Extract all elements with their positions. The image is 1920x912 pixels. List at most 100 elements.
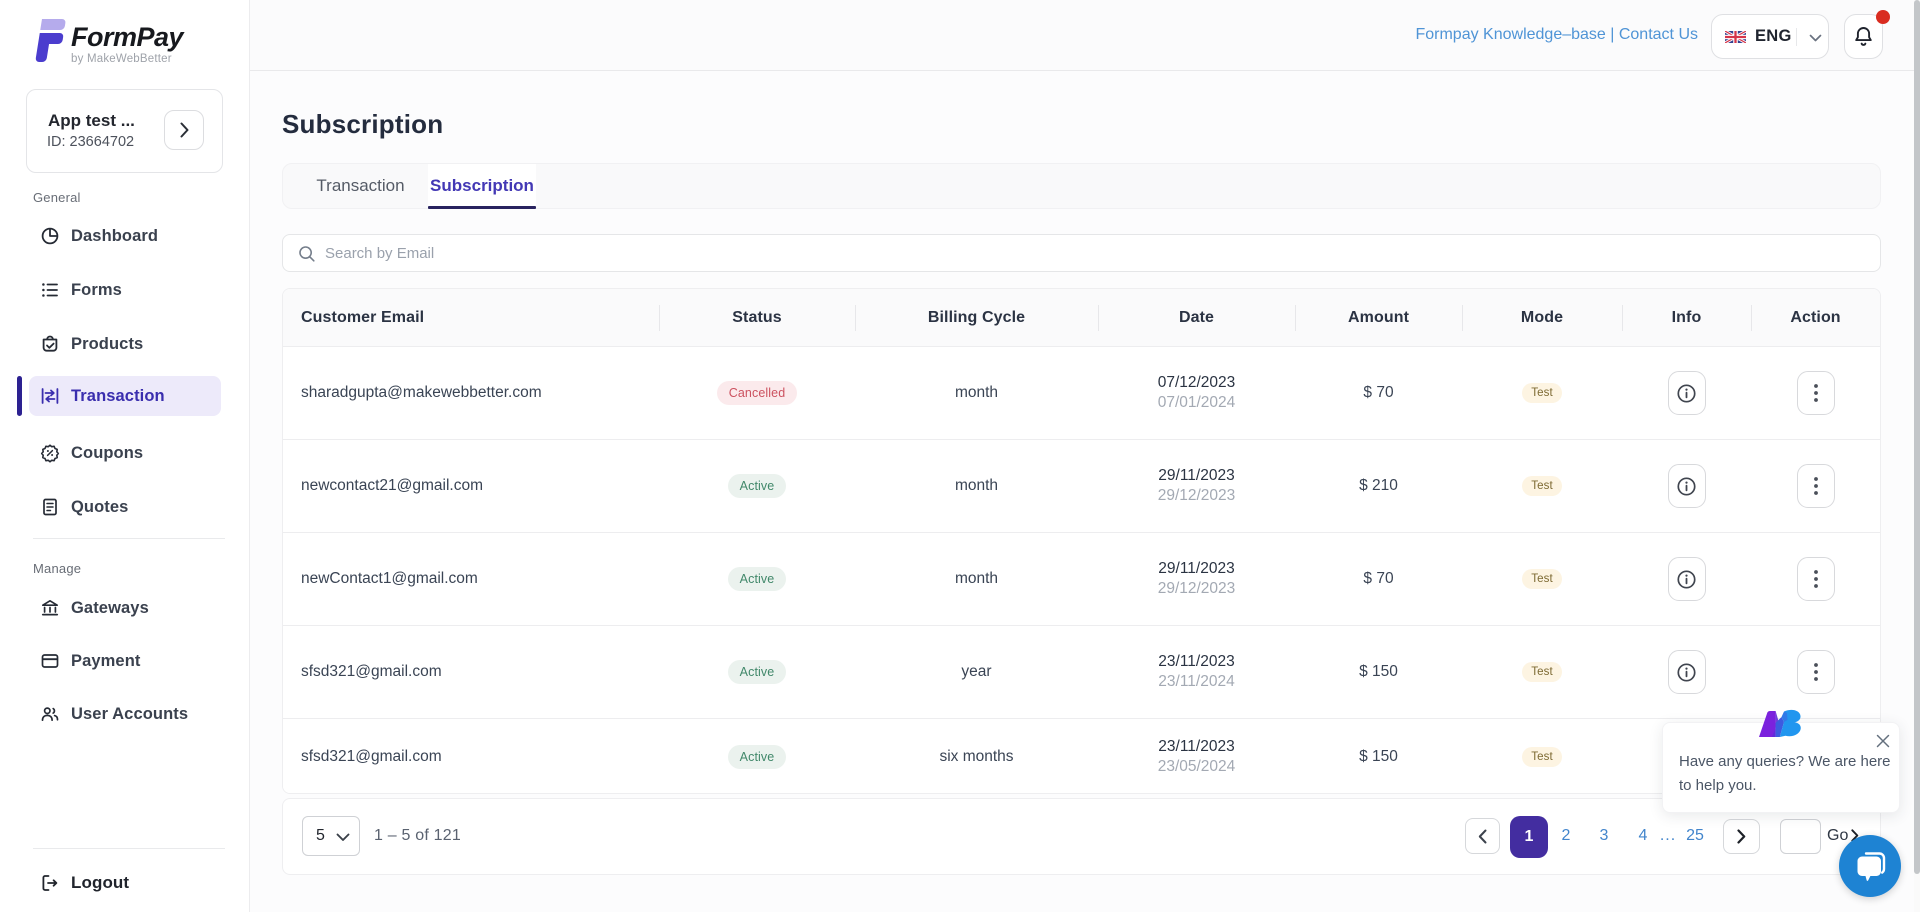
info-button[interactable] <box>1667 650 1706 694</box>
table-row: sharadgupta@makewebbetter.com Cancelled … <box>283 346 1880 439</box>
tab-bar: Transaction Subscription <box>282 163 1881 209</box>
mode-badge: Test <box>1522 747 1562 767</box>
search-input[interactable] <box>325 235 1525 271</box>
logout-button[interactable]: Logout <box>29 863 221 903</box>
logout-icon <box>40 873 60 893</box>
cell-date-end: 23/11/2024 <box>1158 673 1235 690</box>
knowledge-base-link[interactable]: Formpay Knowledge–base | Contact Us <box>1415 26 1698 43</box>
page-button-2[interactable]: 2 <box>1561 827 1571 844</box>
table-row: newContact1@gmail.com Active month 29/11… <box>283 532 1880 625</box>
sidebar-item-user-accounts[interactable]: User Accounts <box>29 694 221 734</box>
sidebar-item-dashboard[interactable]: Dashboard <box>29 216 221 256</box>
page-scrollbar <box>1914 0 1920 912</box>
brand-name: FormPay <box>71 22 184 52</box>
chat-launcher-button[interactable] <box>1839 835 1901 897</box>
coupons-icon <box>40 443 60 463</box>
chevron-down-icon <box>1809 34 1822 42</box>
table-header: Customer Email Status Billing Cycle Date… <box>283 289 1880 346</box>
app-name: App test ... <box>48 111 135 130</box>
uk-flag-icon <box>1725 31 1746 43</box>
mode-badge: Test <box>1522 569 1562 589</box>
sidebar-divider <box>33 538 225 539</box>
status-badge: Active <box>727 745 787 769</box>
column-header-action: Action <box>1751 289 1880 346</box>
notification-badge <box>1876 10 1890 24</box>
search-icon <box>299 246 315 262</box>
cell-amount: $ 70 <box>1363 570 1394 587</box>
language-selector[interactable]: ENG <box>1711 14 1829 59</box>
previous-page-button[interactable] <box>1465 818 1500 854</box>
page-size-value: 5 <box>316 827 325 844</box>
info-icon <box>1677 569 1696 589</box>
page-button-4[interactable]: 4 <box>1638 827 1648 844</box>
chevron-right-icon <box>1737 829 1746 844</box>
notifications-button[interactable] <box>1844 14 1883 59</box>
formpay-logo-icon <box>35 19 66 62</box>
go-to-page-input[interactable] <box>1780 819 1821 854</box>
brand-byline: by MakeWebBetter <box>71 53 172 65</box>
app-expand-button[interactable] <box>164 110 204 150</box>
sidebar-item-coupons[interactable]: Coupons <box>29 433 221 473</box>
cell-date-start: 29/11/2023 <box>1158 560 1235 577</box>
next-page-button[interactable] <box>1723 819 1760 854</box>
sidebar-item-quotes[interactable]: Quotes <box>29 487 221 527</box>
chat-tooltip: Have any queries? We are here to help you… <box>1662 722 1900 813</box>
cell-date-start: 23/11/2023 <box>1158 738 1235 755</box>
sidebar-item-label: Coupons <box>71 443 144 462</box>
page-button-3[interactable]: 3 <box>1599 827 1609 844</box>
scrollbar-thumb[interactable] <box>1914 0 1920 874</box>
column-header-info: Info <box>1622 289 1751 346</box>
column-header-billing-cycle: Billing Cycle <box>855 289 1098 346</box>
gateways-icon <box>40 598 60 618</box>
cell-billing-cycle: six months <box>939 748 1014 765</box>
cell-date-end: 23/05/2024 <box>1157 758 1236 775</box>
tab-transaction[interactable]: Transaction <box>316 176 405 195</box>
row-actions-button[interactable] <box>1796 371 1835 415</box>
subscription-table: Customer Email Status Billing Cycle Date… <box>282 288 1881 794</box>
info-icon <box>1677 662 1696 682</box>
cell-amount: $ 150 <box>1359 748 1398 765</box>
page-size-select[interactable]: 5 <box>302 816 360 856</box>
bell-icon <box>1855 26 1872 46</box>
logout-label: Logout <box>71 873 130 892</box>
language-separator <box>1796 28 1797 46</box>
sidebar-item-transaction[interactable]: Transaction <box>29 376 221 416</box>
close-icon[interactable] <box>1874 732 1892 750</box>
cell-customer-email: sharadgupta@makewebbetter.com <box>301 384 542 401</box>
cell-billing-cycle: year <box>961 663 992 680</box>
row-actions-button[interactable] <box>1796 464 1835 508</box>
row-actions-button[interactable] <box>1796 557 1835 601</box>
table-row: sfsd321@gmail.com Active year 23/11/2023… <box>283 625 1880 718</box>
cell-amount: $ 210 <box>1359 477 1398 494</box>
active-indicator <box>17 376 22 416</box>
makewebbetter-logo <box>1759 709 1801 737</box>
sidebar-item-label: User Accounts <box>71 704 189 723</box>
mode-badge: Test <box>1522 476 1562 496</box>
sidebar-item-gateways[interactable]: Gateways <box>29 588 221 628</box>
cell-date-end: 29/12/2023 <box>1157 487 1236 504</box>
go-button[interactable]: Go <box>1827 827 1849 844</box>
row-actions-button[interactable] <box>1796 650 1835 694</box>
cell-billing-cycle: month <box>954 477 999 494</box>
table-row: sfsd321@gmail.com Active six months 23/1… <box>283 718 1880 793</box>
sidebar-item-products[interactable]: Products <box>29 324 221 364</box>
app-id: ID: 23664702 <box>47 134 135 150</box>
table-row: newcontact21@gmail.com Active month 29/1… <box>283 439 1880 532</box>
mode-badge: Test <box>1522 383 1562 403</box>
tab-subscription[interactable]: Subscription <box>428 164 536 208</box>
sidebar-item-label: Transaction <box>71 386 165 405</box>
status-badge: Cancelled <box>716 381 798 405</box>
sidebar-item-payment[interactable]: Payment <box>29 641 221 681</box>
sidebar-item-forms[interactable]: Forms <box>29 270 221 310</box>
info-button[interactable] <box>1667 464 1706 508</box>
chevron-left-icon <box>1478 829 1487 843</box>
forms-icon <box>40 280 60 300</box>
cell-customer-email: sfsd321@gmail.com <box>301 748 442 765</box>
brand-logo: FormPay by MakeWebBetter <box>32 19 184 65</box>
page-button-1[interactable]: 1 <box>1510 816 1548 858</box>
page-button-25[interactable]: 25 <box>1686 827 1704 844</box>
info-button[interactable] <box>1667 557 1706 601</box>
info-button[interactable] <box>1667 371 1706 415</box>
info-icon <box>1677 476 1696 496</box>
column-header-customer-email: Customer Email <box>301 308 425 326</box>
